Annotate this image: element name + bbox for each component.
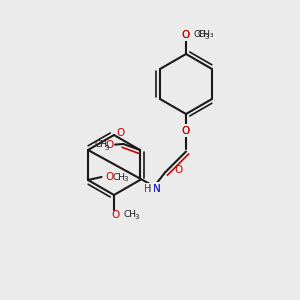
Text: H: H — [144, 184, 152, 194]
Text: CH: CH — [123, 210, 136, 219]
Text: N: N — [153, 184, 161, 194]
Text: CH: CH — [194, 30, 206, 39]
Text: O: O — [106, 140, 114, 151]
Text: O: O — [116, 128, 124, 138]
Text: O: O — [182, 29, 190, 40]
Text: O: O — [111, 209, 120, 220]
Text: O: O — [182, 29, 190, 40]
Text: 3: 3 — [134, 214, 139, 220]
Text: O: O — [182, 125, 190, 136]
Text: N: N — [153, 184, 161, 194]
Text: CH: CH — [112, 172, 126, 182]
Text: O: O — [174, 164, 183, 175]
Text: O: O — [105, 172, 114, 182]
Text: H: H — [144, 184, 152, 194]
Text: CH₃: CH₃ — [198, 30, 214, 39]
Text: O: O — [182, 125, 190, 136]
Text: 3: 3 — [104, 145, 109, 151]
Text: 3: 3 — [204, 34, 208, 40]
Text: CH: CH — [94, 140, 107, 149]
Text: 3: 3 — [124, 176, 128, 182]
